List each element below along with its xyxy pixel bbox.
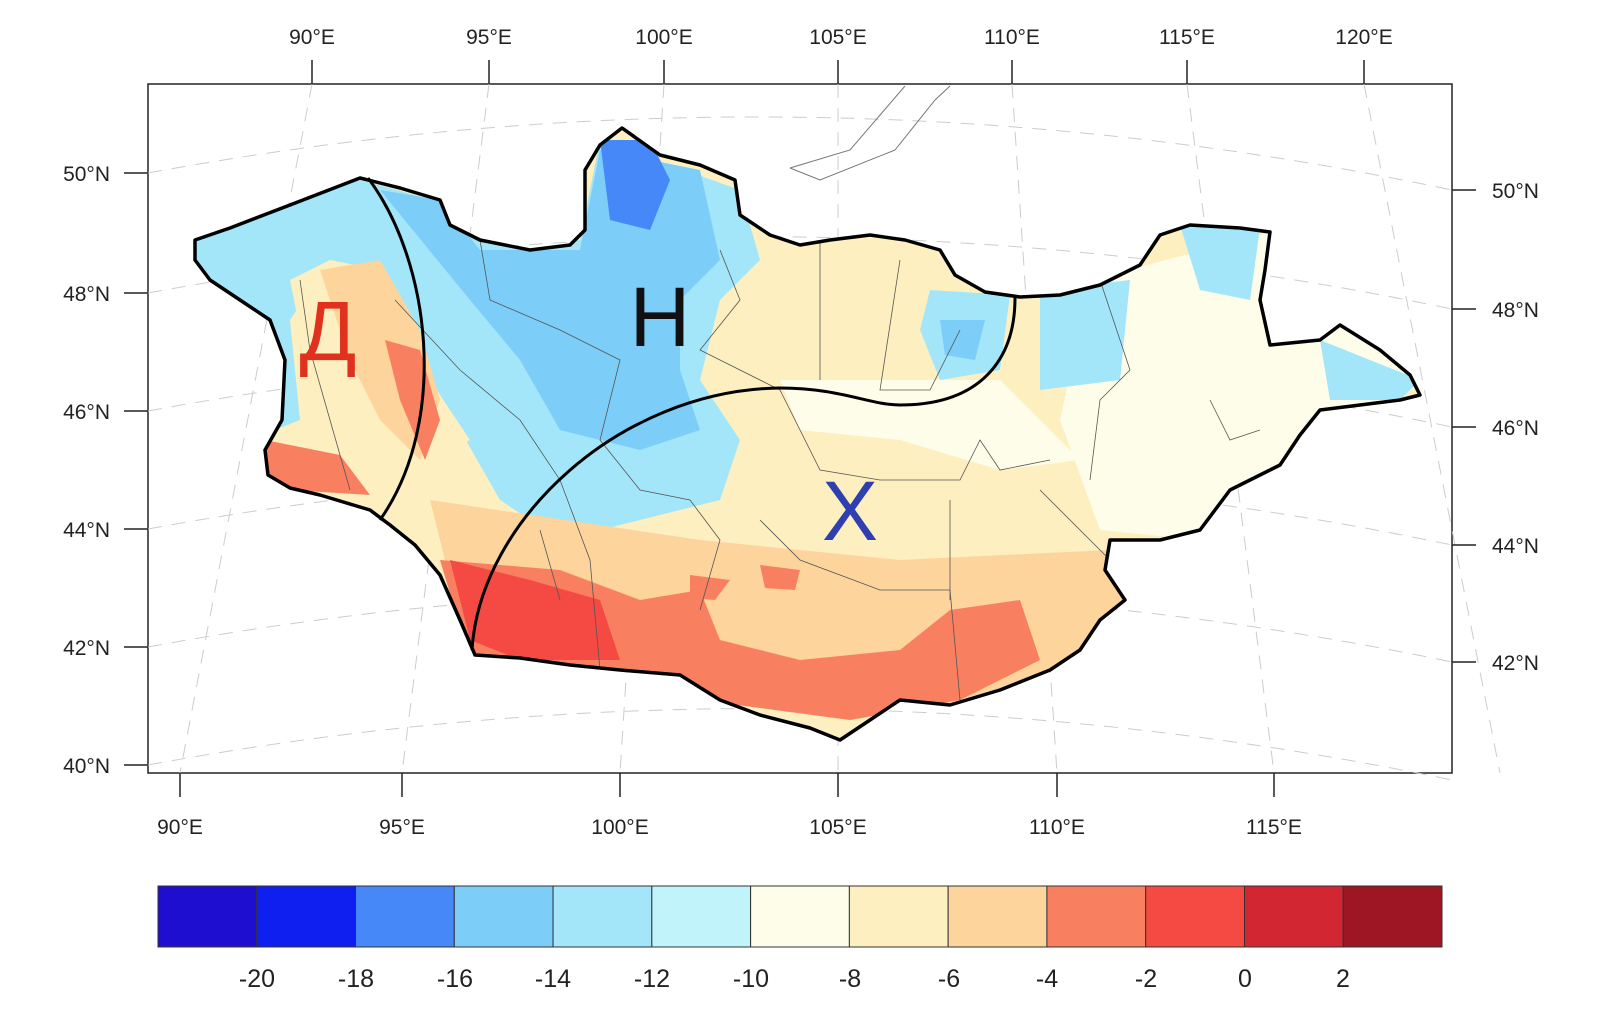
lat-label: 40°N — [63, 755, 110, 778]
lon-label: 115°E — [1159, 26, 1215, 49]
colorbar-label: -14 — [535, 965, 571, 993]
colorbar-box — [157, 885, 258, 948]
lon-label: 95°E — [466, 26, 512, 49]
colorbar-labels: -20 -18 -16 -14 -12 -10 -8 -6 -4 -2 0 2 — [239, 965, 1350, 993]
colorbar-box — [355, 885, 455, 948]
lon-label: 110°E — [984, 26, 1040, 49]
mongolia-border — [193, 126, 1422, 742]
meridian-line — [179, 83, 313, 774]
bottom-longitude-labels: 90°E 95°E 100°E 105°E 110°E 115°E — [157, 816, 1302, 839]
lat-label: 42°N — [1492, 652, 1539, 675]
lon-label: 105°E — [809, 26, 866, 49]
lat-label: 50°N — [1492, 180, 1539, 203]
lat-label: 44°N — [1492, 535, 1539, 558]
colorbar-box — [552, 885, 653, 948]
colorbar-label: -12 — [634, 965, 670, 993]
lon-label: 100°E — [591, 816, 648, 839]
colorbar-box — [1342, 885, 1443, 948]
lat-label: 42°N — [63, 637, 110, 660]
region-label-west: Д — [300, 284, 357, 378]
colorbar-box — [750, 885, 850, 948]
colorbar-box — [947, 885, 1048, 948]
colorbar-label: -18 — [338, 965, 374, 993]
region-boundary-central — [470, 297, 1017, 651]
colorbar-box — [1243, 885, 1344, 948]
colorbar-label: -6 — [938, 965, 960, 993]
lon-label: 115°E — [1246, 816, 1302, 839]
russia-border-line — [789, 85, 951, 181]
colorbar-label: 2 — [1336, 965, 1350, 993]
lon-label: 105°E — [809, 816, 866, 839]
lon-label: 90°E — [157, 816, 203, 839]
lon-label: 95°E — [379, 816, 425, 839]
right-latitude-labels: 50°N 48°N 46°N 44°N 42°N — [1492, 180, 1539, 675]
lon-label: 90°E — [289, 26, 335, 49]
meridian-line — [1363, 83, 1501, 774]
colorbar-label: 0 — [1238, 965, 1252, 993]
lat-label: 46°N — [63, 401, 110, 424]
lat-label: 48°N — [63, 283, 110, 306]
region-label-south: Х — [822, 464, 878, 558]
colorbar-box — [453, 885, 554, 948]
lat-label: 48°N — [1492, 299, 1539, 322]
top-longitude-labels: 90°E 95°E 100°E 105°E 110°E 115°E 120°E — [289, 26, 1393, 49]
lon-label: 100°E — [635, 26, 692, 49]
lat-label: 44°N — [63, 519, 110, 542]
lat-label: 50°N — [63, 163, 110, 186]
left-latitude-labels: 50°N 48°N 46°N 44°N 42°N 40°N — [63, 163, 110, 778]
colorbar-box — [1046, 885, 1147, 948]
lon-label: 110°E — [1029, 816, 1085, 839]
colorbar-box — [848, 885, 949, 948]
colorbar-label: -2 — [1135, 965, 1157, 993]
colorbar-box — [256, 885, 357, 948]
colorbar — [157, 885, 1443, 948]
colorbar-label: -4 — [1036, 965, 1058, 993]
region-label-north: Н — [630, 270, 691, 364]
colorbar-box — [1145, 885, 1245, 948]
lat-label: 46°N — [1492, 417, 1539, 440]
colorbar-label: -16 — [437, 965, 473, 993]
colorbar-box — [651, 885, 752, 948]
parallel-line — [147, 116, 1453, 191]
region-boundary-west — [366, 177, 426, 521]
lon-label: 120°E — [1335, 26, 1392, 49]
colorbar-label: -10 — [733, 965, 769, 993]
colorbar-label: -20 — [239, 965, 275, 993]
colorbar-label: -8 — [839, 965, 861, 993]
